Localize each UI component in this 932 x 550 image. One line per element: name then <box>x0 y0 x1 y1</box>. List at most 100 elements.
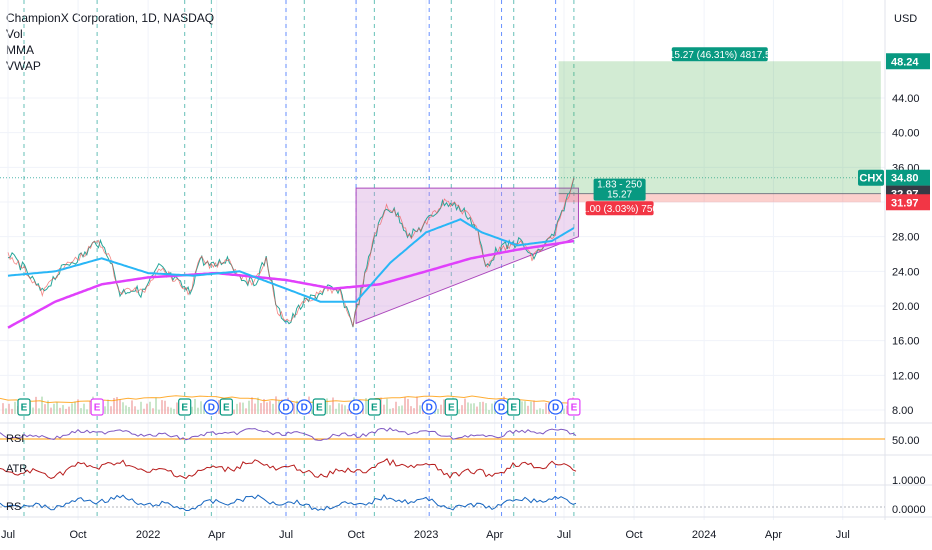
volume-bar <box>395 401 397 414</box>
volume-bar <box>140 401 142 414</box>
event-marker-earnings <box>17 398 31 416</box>
volume-bar <box>152 408 154 414</box>
price-axis[interactable]: 50.00 1.0000 0.0000 8.00 12.00 16.00 20.00 24.0… <box>858 13 930 516</box>
volume-bar <box>53 403 55 414</box>
volume-bar <box>389 408 391 414</box>
indicator-vwap[interactable]: VWAP <box>6 59 41 73</box>
time-tick-label: Jul <box>1 529 15 541</box>
indicator-panes: RSI ATR RS <box>0 427 885 513</box>
event-marker-dividend <box>548 399 564 415</box>
volume-bar <box>482 401 484 414</box>
price-tick-label: 24.00 <box>892 266 920 278</box>
indicator-vol[interactable]: Vol <box>6 27 23 41</box>
volume-bar <box>524 401 526 414</box>
volume-bar <box>347 409 349 414</box>
price-tick-label: 8.00 <box>892 405 913 417</box>
grid-lines <box>0 0 932 520</box>
indicator-mma[interactable]: MMA <box>6 43 34 57</box>
price-series <box>7 177 575 329</box>
volume-bar <box>383 404 385 414</box>
volume-bar <box>35 396 37 414</box>
volume-bar <box>398 406 400 414</box>
volume-bar <box>203 404 205 414</box>
rsi-label: RSI <box>6 433 24 445</box>
volume-bar <box>401 405 403 414</box>
volume-bar <box>257 397 259 414</box>
event-marker-letter: D <box>301 403 308 414</box>
volume-bar <box>536 409 538 414</box>
volume-bar <box>386 398 388 414</box>
volume-bar <box>275 396 277 414</box>
target-label: 15.27 (46.31%) 4817.5 <box>669 50 771 61</box>
volume-bar <box>440 404 442 414</box>
volume-bar <box>485 403 487 414</box>
volume-bar <box>119 399 121 414</box>
triangle-pattern[interactable] <box>355 187 579 325</box>
event-marker-letter: E <box>448 403 455 414</box>
event-marker-letter: E <box>223 403 230 414</box>
volume-bar <box>410 406 412 414</box>
volume-bar <box>50 407 52 414</box>
event-marker-earnings <box>567 398 581 416</box>
volume-bar <box>488 409 490 414</box>
volume-bar <box>254 403 256 414</box>
volume-bar <box>266 402 268 414</box>
volume-bar <box>65 408 67 414</box>
currency-label: USD <box>894 13 917 25</box>
event-marker-letter: D <box>208 403 215 414</box>
volume-bar <box>134 406 136 414</box>
atr-line <box>0 458 577 480</box>
volume-bar <box>197 407 199 414</box>
symbol-title[interactable]: ChampionX Corporation, 1D, NASDAQ <box>6 11 215 25</box>
rs-label: RS <box>6 501 21 513</box>
event-marker-earnings <box>507 398 521 416</box>
volume-bar <box>155 397 157 414</box>
time-axis[interactable]: Jul Oct 2022 Apr Jul Oct 2023 Apr Jul Oct 2024 Apr J… <box>1 529 850 541</box>
time-tick-label: Jul <box>836 529 850 541</box>
event-marker-dividend <box>203 399 219 415</box>
time-tick-label: Apr <box>765 529 782 541</box>
volume-bar <box>545 403 547 414</box>
event-marker-letter: D <box>498 403 505 414</box>
price-tick-label: 12.00 <box>892 370 920 382</box>
volume-bar <box>404 397 406 414</box>
event-marker-earnings <box>367 398 381 416</box>
symbol-tag: CHX <box>859 173 883 185</box>
volume-bar <box>443 399 445 414</box>
volume-bar <box>122 402 124 414</box>
volume-bar <box>473 403 475 414</box>
volume-bar <box>149 401 151 414</box>
volume-bar <box>170 407 172 414</box>
volume-bar <box>563 408 565 414</box>
price-tick-label: 20.00 <box>892 301 920 313</box>
volume-bar <box>458 409 460 414</box>
event-marker-letter: D <box>426 403 433 414</box>
event-marker-letter: E <box>371 403 378 414</box>
volume-bar <box>491 403 493 414</box>
volume-bar <box>131 400 133 414</box>
volume-bar <box>467 402 469 414</box>
volume-bar <box>218 399 220 414</box>
volume-bar <box>293 403 295 414</box>
time-tick-label: Apr <box>486 529 503 541</box>
volume-bar <box>245 408 247 414</box>
rs-line <box>0 493 577 512</box>
price-badge-text: 31.97 <box>891 197 919 209</box>
time-tick-label: Apr <box>208 529 225 541</box>
time-tick-label: Oct <box>626 529 643 541</box>
pane-axis-label: 0.0000 <box>892 504 926 516</box>
volume-bar <box>173 408 175 414</box>
volume-bar <box>269 401 271 414</box>
triangle-fill <box>355 187 579 325</box>
target-label-bg <box>671 47 768 62</box>
volume-bar <box>77 399 79 414</box>
volume-bar <box>344 405 346 414</box>
volume-bar <box>542 409 544 414</box>
volume-bar <box>233 409 235 414</box>
volume-bar <box>191 406 193 414</box>
price-badge-bg <box>886 194 930 211</box>
volume-bar <box>194 398 196 414</box>
